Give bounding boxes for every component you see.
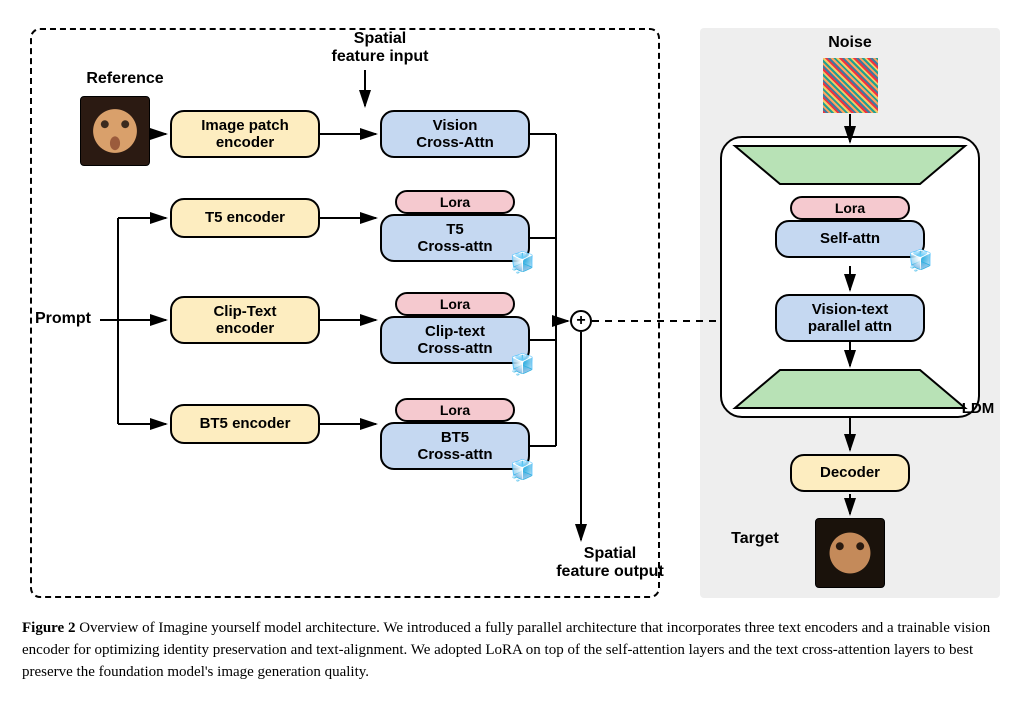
spatial-out-label: Spatial feature output <box>530 545 690 581</box>
right-lora: Lora <box>790 196 910 220</box>
t5-frozen-icon: 🧊 <box>510 250 535 275</box>
image-patch-encoder: Image patch encoder <box>170 110 320 158</box>
t5-cross-attn: T5 Cross-attn <box>380 214 530 262</box>
decoder: Decoder <box>790 454 910 492</box>
clip-lora: Lora <box>395 292 515 316</box>
bt5-cross-attn: BT5 Cross-attn <box>380 422 530 470</box>
noise-image <box>823 58 878 113</box>
target-image <box>815 518 885 588</box>
self-frozen-icon: 🧊 <box>908 248 933 273</box>
t5-encoder: T5 encoder <box>170 198 320 238</box>
noise-label: Noise <box>820 34 880 52</box>
spatial-in-label: Spatial feature input <box>300 30 460 66</box>
clip-text-encoder: Clip-Text encoder <box>170 296 320 344</box>
clip-cross-attn: Clip-text Cross-attn <box>380 316 530 364</box>
t5-lora: Lora <box>395 190 515 214</box>
bt5-frozen-icon: 🧊 <box>510 458 535 483</box>
reference-label: Reference <box>70 70 180 88</box>
clip-frozen-icon: 🧊 <box>510 352 535 377</box>
sum-node: + <box>570 310 592 332</box>
prompt-label: Prompt <box>35 310 105 328</box>
figure-caption: Figure 2 Overview of Imagine yourself mo… <box>22 618 1006 683</box>
reference-image <box>80 96 150 166</box>
caption-body: Overview of Imagine yourself model archi… <box>22 620 990 680</box>
ldm-label: LDM <box>958 400 998 417</box>
caption-lead: Figure 2 <box>22 620 75 636</box>
self-attn: Self-attn <box>775 220 925 258</box>
vision-cross-attn: Vision Cross-Attn <box>380 110 530 158</box>
vision-text-parallel-attn: Vision-text parallel attn <box>775 294 925 342</box>
bt5-lora: Lora <box>395 398 515 422</box>
target-label: Target <box>720 530 790 548</box>
bt5-encoder: BT5 encoder <box>170 404 320 444</box>
ldm-container <box>720 136 980 418</box>
